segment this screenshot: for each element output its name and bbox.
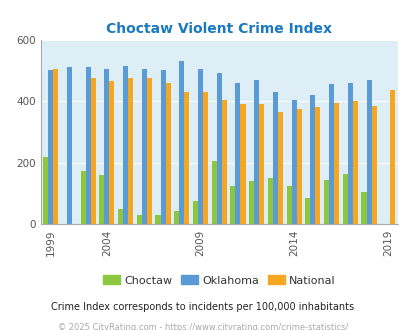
Text: Crime Index corresponds to incidents per 100,000 inhabitants: Crime Index corresponds to incidents per… [51,302,354,312]
Bar [277,112,282,224]
Bar [296,109,301,224]
Bar [258,104,264,224]
Bar [315,107,320,224]
Bar [155,215,160,224]
Bar [85,67,90,224]
Bar [80,171,85,224]
Bar [104,69,109,224]
Bar [305,198,309,224]
Bar [136,215,141,224]
Bar [123,66,128,224]
Bar [160,70,165,224]
Bar [347,83,352,224]
Text: © 2025 CityRating.com - https://www.cityrating.com/crime-statistics/: © 2025 CityRating.com - https://www.city… [58,323,347,330]
Bar [202,92,208,224]
Title: Choctaw Violent Crime Index: Choctaw Violent Crime Index [106,22,331,36]
Bar [99,175,104,224]
Bar [272,92,277,224]
Bar [174,211,179,224]
Bar [109,81,114,224]
Bar [291,100,296,224]
Bar [221,100,226,224]
Bar [53,69,58,224]
Bar [230,186,235,224]
Bar [179,61,184,224]
Bar [235,83,240,224]
Bar [216,74,221,224]
Bar [165,83,170,224]
Bar [67,67,72,224]
Bar [371,106,376,224]
Bar [240,104,245,224]
Bar [389,90,394,224]
Bar [352,101,357,224]
Bar [118,209,123,224]
Bar [211,161,216,224]
Bar [360,192,366,224]
Bar [286,186,291,224]
Bar [342,174,347,224]
Bar [249,181,254,224]
Bar [267,178,272,224]
Bar [333,103,338,224]
Bar [43,157,48,224]
Bar [366,80,371,224]
Bar [309,95,315,224]
Bar [90,78,96,224]
Bar [184,92,189,224]
Legend: Choctaw, Oklahoma, National: Choctaw, Oklahoma, National [98,271,339,290]
Bar [323,180,328,224]
Bar [254,80,258,224]
Bar [48,70,53,224]
Bar [198,69,202,224]
Bar [128,78,133,224]
Bar [192,201,198,224]
Bar [141,69,147,224]
Bar [147,78,151,224]
Bar [328,84,333,224]
